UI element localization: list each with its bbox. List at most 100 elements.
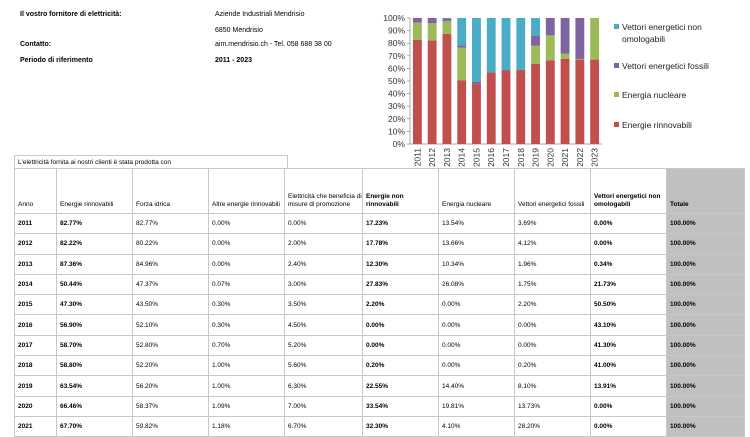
table-cell: 32.30% bbox=[363, 416, 439, 436]
table-cell: 0.00% bbox=[363, 315, 439, 335]
table-cell: 13.91% bbox=[591, 376, 667, 396]
table-cell: 0.00% bbox=[209, 234, 285, 254]
table-cell: 58.37% bbox=[133, 396, 209, 416]
table-cell: 66.46% bbox=[57, 396, 133, 416]
bar-rinnovabili bbox=[575, 60, 584, 144]
x-tick-label: 2016 bbox=[486, 148, 496, 167]
bar-non-omologabili bbox=[457, 18, 466, 45]
bar-nucleare bbox=[442, 21, 451, 34]
table-cell: 52.10% bbox=[133, 315, 209, 335]
y-tick-label: 30% bbox=[388, 101, 405, 111]
table-cell: 0.30% bbox=[209, 315, 285, 335]
column-header: Vettori energetici fossili bbox=[515, 169, 591, 214]
bar-fossili bbox=[472, 82, 481, 85]
bar-fossili bbox=[546, 18, 555, 35]
bar-non-omologabili bbox=[516, 18, 525, 70]
bar-non-omologabili bbox=[531, 18, 540, 36]
table-cell: 41.30% bbox=[591, 335, 667, 355]
table-cell: 100.00% bbox=[667, 295, 745, 315]
table-cell: 2019 bbox=[15, 376, 57, 396]
table-cell: 22.55% bbox=[363, 376, 439, 396]
table-cell: 5.20% bbox=[285, 335, 363, 355]
bar-rinnovabili bbox=[487, 72, 496, 144]
x-tick-label: 2022 bbox=[575, 148, 585, 167]
table-cell: 52.80% bbox=[133, 335, 209, 355]
bar-fossili bbox=[428, 18, 437, 23]
table-cell: 0.00% bbox=[439, 335, 515, 355]
y-tick-label: 50% bbox=[388, 76, 405, 86]
table-cell: 0.00% bbox=[439, 356, 515, 376]
column-header: Forza idrica bbox=[133, 169, 209, 214]
x-tick-label: 2018 bbox=[516, 148, 526, 167]
table-cell: 82.77% bbox=[57, 214, 133, 234]
table-cell: 100.00% bbox=[667, 315, 745, 335]
bar-fossili bbox=[561, 18, 570, 54]
x-tick-label: 2015 bbox=[471, 148, 481, 167]
bar-non-omologabili bbox=[487, 18, 496, 72]
table-cell: 13.54% bbox=[439, 214, 515, 234]
x-tick-label: 2013 bbox=[442, 148, 452, 167]
x-tick-label: 2014 bbox=[457, 148, 467, 167]
table-cell: 2021 bbox=[15, 416, 57, 436]
bar-rinnovabili bbox=[428, 40, 437, 144]
bar-nucleare bbox=[531, 46, 540, 64]
table-cell: 0.20% bbox=[515, 356, 591, 376]
table-cell: 63.54% bbox=[57, 376, 133, 396]
table-cell: 100.00% bbox=[667, 234, 745, 254]
legend-swatch bbox=[614, 63, 619, 68]
column-header: Anno bbox=[15, 169, 57, 214]
bar-nucleare bbox=[590, 18, 599, 60]
x-tick-label: 2023 bbox=[590, 148, 600, 167]
table-cell: 82.77% bbox=[133, 214, 209, 234]
table-cell: 0.00% bbox=[515, 315, 591, 335]
table-cell: 100.00% bbox=[667, 416, 745, 436]
table-cell: 0.00% bbox=[591, 396, 667, 416]
x-tick-label: 2021 bbox=[560, 148, 570, 167]
table-cell: 100.00% bbox=[667, 335, 745, 355]
table-cell: 100.00% bbox=[667, 214, 745, 234]
table-cell: 0.07% bbox=[209, 274, 285, 294]
x-tick-label: 2020 bbox=[545, 148, 555, 167]
table-cell: 4.12% bbox=[515, 234, 591, 254]
bar-non-omologabili bbox=[502, 18, 511, 70]
table-cell: 27.83% bbox=[363, 274, 439, 294]
bar-rinnovabili bbox=[442, 34, 451, 144]
x-tick-label: 2011 bbox=[412, 148, 422, 167]
table-cell: 2012 bbox=[15, 234, 57, 254]
table-cell: 2013 bbox=[15, 254, 57, 274]
table-cell: 0.00% bbox=[591, 416, 667, 436]
column-header: Elettricità che beneficia di misure di p… bbox=[285, 169, 363, 214]
table-cell: 41.00% bbox=[591, 356, 667, 376]
table-cell: 43.50% bbox=[133, 295, 209, 315]
bar-rinnovabili bbox=[590, 60, 599, 144]
table-banner: L'elettricità fornita ai nostri clienti … bbox=[14, 155, 288, 168]
legend-label: Vettori energetici fossili bbox=[622, 61, 709, 71]
table-cell: 52.20% bbox=[133, 356, 209, 376]
bar-nucleare bbox=[457, 48, 466, 81]
bar-nucleare bbox=[561, 54, 570, 59]
column-header: Totale bbox=[667, 169, 745, 214]
table-cell: 87.36% bbox=[57, 254, 133, 274]
bar-nucleare bbox=[546, 35, 555, 60]
table-cell: 0.00% bbox=[515, 335, 591, 355]
table-cell: 2020 bbox=[15, 396, 57, 416]
table-cell: 3.00% bbox=[285, 274, 363, 294]
table-cell: 4.10% bbox=[439, 416, 515, 436]
table-cell: 26.08% bbox=[439, 274, 515, 294]
table-cell: 0.00% bbox=[209, 254, 285, 274]
table-cell: 0.00% bbox=[591, 214, 667, 234]
table-cell: 1.18% bbox=[209, 416, 285, 436]
table-cell: 17.78% bbox=[363, 234, 439, 254]
bar-rinnovabili bbox=[516, 70, 525, 144]
bar-non-omologabili bbox=[472, 18, 481, 82]
x-tick-label: 2012 bbox=[427, 148, 437, 167]
